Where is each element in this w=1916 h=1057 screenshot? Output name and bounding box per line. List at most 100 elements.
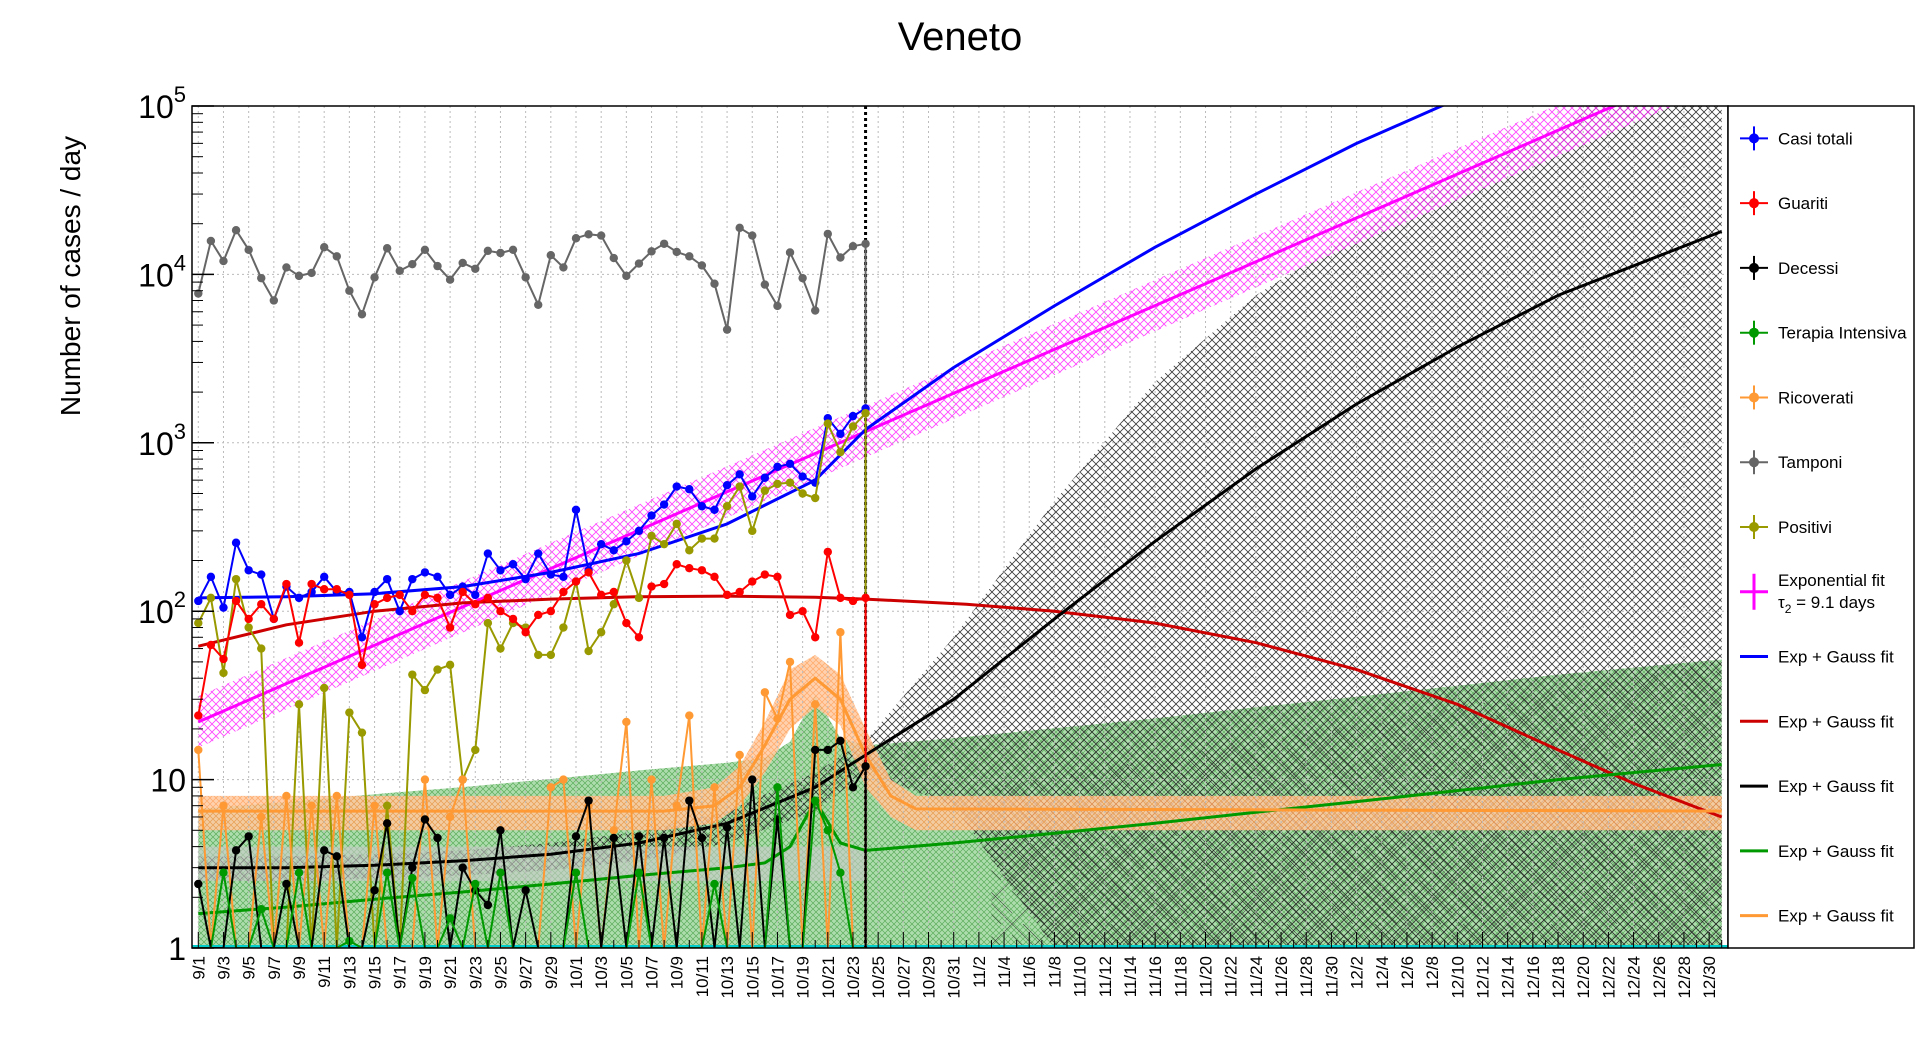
data-point-tamponi [811, 306, 820, 315]
data-point-positivi [848, 422, 858, 431]
data-point-guariti [634, 633, 644, 642]
x-tick-label: 10/27 [894, 956, 913, 999]
data-point-positivi [483, 618, 493, 628]
data-point-terapia-intensiva [836, 868, 845, 877]
data-point-guariti [357, 660, 367, 670]
data-point-decessi [370, 886, 379, 895]
data-point-positivi [735, 482, 744, 491]
data-point-guariti [458, 587, 467, 597]
data-point-tamponi [458, 258, 467, 268]
series-decessi [194, 736, 870, 948]
data-point-guariti [836, 593, 845, 603]
data-point-ricoverati [685, 711, 694, 720]
x-tick-label: 9/27 [517, 956, 536, 989]
legend-item: Exp + Gauss fit [1740, 842, 1894, 861]
legend-label-line2: τ2 = 9.1 days [1778, 593, 1875, 616]
x-tick-label: 10/5 [617, 956, 636, 989]
data-point-positivi [710, 534, 719, 543]
data-point-guariti [559, 587, 568, 597]
data-point-ricoverati [785, 657, 795, 667]
data-point-decessi [823, 745, 833, 755]
data-point-guariti [811, 633, 820, 642]
data-point-casi-totali [735, 470, 744, 479]
data-point-ricoverati [546, 783, 556, 792]
data-point-tamponi [534, 300, 543, 309]
data-point-guariti [433, 593, 442, 603]
legend-marker-point [1749, 327, 1759, 338]
x-tick-label: 9/17 [391, 956, 410, 989]
data-point-tamponi [521, 273, 530, 282]
series-ricoverati [194, 628, 866, 948]
x-tick-label: 9/15 [366, 956, 385, 989]
data-point-casi-totali [634, 526, 644, 536]
data-point-guariti [319, 585, 329, 594]
data-point-guariti [420, 590, 430, 600]
x-tick-label: 9/9 [290, 956, 309, 980]
data-point-tamponi [445, 275, 455, 284]
x-tick-label: 11/18 [1171, 956, 1190, 997]
data-point-terapia-intensiva [823, 826, 833, 835]
legend-label: Exp + Gauss fit [1778, 712, 1894, 731]
x-tick-label: 12/16 [1524, 956, 1543, 999]
data-point-casi-totali [206, 572, 216, 582]
data-point-ricoverati [622, 717, 631, 727]
data-point-decessi [848, 783, 858, 792]
legend-item: Exp + Gauss fit [1740, 648, 1894, 667]
data-point-guariti [244, 614, 253, 624]
data-point-guariti [307, 579, 316, 589]
data-point-tamponi [672, 247, 681, 257]
data-point-positivi [672, 519, 681, 529]
data-point-guariti [471, 600, 480, 609]
x-tick-label: 11/8 [1045, 956, 1064, 988]
data-point-tamponi [785, 248, 795, 257]
legend-label: Exp + Gauss fit [1778, 648, 1894, 667]
data-point-casi-totali [836, 429, 845, 439]
data-point-tamponi [571, 234, 581, 243]
data-point-terapia-intensiva [382, 868, 392, 877]
y-tick-base: 10 [138, 89, 174, 125]
x-tick-label: 10/1 [567, 956, 586, 989]
data-point-guariti [534, 610, 543, 620]
x-tick-label: 12/18 [1549, 956, 1568, 999]
legend-item: Decessi [1740, 255, 1838, 280]
data-point-tamponi [420, 245, 430, 254]
data-point-positivi [496, 644, 505, 653]
x-tick-label: 9/1 [189, 956, 208, 980]
data-point-guariti [206, 640, 216, 650]
x-tick-label: 12/30 [1700, 956, 1719, 999]
data-point-ricoverati [219, 801, 228, 810]
x-tick-label: 12/2 [1348, 956, 1367, 989]
data-point-terapia-intensiva [257, 904, 266, 914]
data-point-positivi [546, 650, 556, 660]
data-point-positivi [219, 668, 228, 678]
data-point-tamponi [496, 248, 505, 258]
data-point-guariti [773, 572, 782, 582]
data-point-positivi [659, 539, 669, 549]
data-point-positivi [722, 502, 732, 511]
x-tick-label: 10/31 [945, 956, 964, 999]
data-point-positivi [471, 745, 480, 755]
data-point-casi-totali [672, 482, 681, 491]
series-line-ricoverati [197, 631, 866, 948]
data-point-positivi [622, 556, 631, 565]
data-point-ricoverati [609, 826, 618, 835]
data-point-tamponi [596, 231, 606, 240]
data-point-decessi [282, 879, 291, 889]
data-point-tamponi [345, 286, 354, 295]
data-point-decessi [194, 879, 203, 889]
data-point-terapia-intensiva [294, 868, 304, 877]
data-point-positivi [534, 650, 543, 660]
data-point-ricoverati [710, 783, 719, 792]
x-tick-label: 10/19 [794, 956, 813, 999]
legend-label: Exp + Gauss fit [1778, 777, 1894, 796]
data-point-guariti [483, 593, 493, 603]
legend-label: Positivi [1778, 518, 1832, 537]
data-point-tamponi [332, 252, 341, 261]
series-tamponi [194, 223, 870, 948]
x-tick-label: 10/7 [643, 956, 662, 989]
data-point-decessi [748, 775, 757, 784]
data-point-positivi [294, 700, 304, 709]
legend-label: Decessi [1778, 259, 1838, 278]
